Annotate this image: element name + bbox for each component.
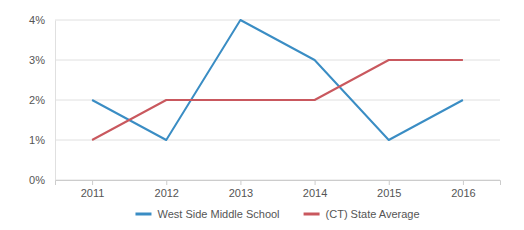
x-tick: 2016 <box>451 180 475 199</box>
y-tick: 0% <box>29 174 55 186</box>
x-tick-label: 2013 <box>229 187 253 199</box>
grid-line <box>55 140 500 141</box>
x-tick-mark <box>315 180 316 185</box>
y-axis: 0% 1% 2% 3% 4% <box>29 14 55 186</box>
y-tick: 2% <box>29 94 55 106</box>
legend-item: (CT) State Average <box>304 208 420 220</box>
x-axis-line <box>56 181 501 186</box>
x-tick-mark <box>166 180 167 185</box>
legend-label: (CT) State Average <box>326 208 420 220</box>
series-line <box>92 60 463 140</box>
y-axis-line <box>55 21 56 181</box>
y-tick-label: 1% <box>29 134 45 146</box>
x-axis: 2011 2012 2013 2014 2015 2016 <box>56 180 501 199</box>
y-tick-label: 2% <box>29 94 45 106</box>
y-tick-label: 0% <box>29 174 45 186</box>
x-tick-label: 2014 <box>303 187 327 199</box>
y-tick-label: 4% <box>29 14 45 26</box>
x-tick: 2014 <box>303 180 327 199</box>
y-tick: 4% <box>29 14 55 26</box>
grid-line <box>55 20 500 21</box>
x-tick-mark <box>92 180 93 185</box>
x-tick: 2012 <box>155 180 179 199</box>
chart-container: 0% 1% 2% 3% 4% 2011 2012 2013 2014 2015 2016 West S… <box>0 0 524 230</box>
x-tick-mark <box>240 180 241 185</box>
legend: West Side Middle School (CT) State Averag… <box>135 208 419 220</box>
x-tick: 2011 <box>81 180 105 199</box>
y-tick: 3% <box>29 54 55 66</box>
x-tick: 2015 <box>377 180 401 199</box>
x-tick-mark <box>463 180 464 185</box>
series-line <box>92 20 463 140</box>
grid <box>55 20 500 180</box>
legend-label: West Side Middle School <box>157 208 279 220</box>
x-tick-label: 2016 <box>451 187 475 199</box>
y-tick-label: 3% <box>29 54 45 66</box>
legend-swatch <box>304 213 320 216</box>
plot-area <box>92 20 463 140</box>
legend-item: West Side Middle School <box>135 208 279 220</box>
x-tick-label: 2011 <box>81 187 105 199</box>
x-tick-label: 2015 <box>377 187 401 199</box>
x-tick-mark <box>389 180 390 185</box>
x-tick: 2013 <box>229 180 253 199</box>
chart-svg: 0% 1% 2% 3% 4% 2011 2012 2013 2014 2015 2016 West S… <box>0 0 524 230</box>
y-tick: 1% <box>29 134 55 146</box>
x-tick-label: 2012 <box>155 187 179 199</box>
legend-swatch <box>135 213 151 216</box>
